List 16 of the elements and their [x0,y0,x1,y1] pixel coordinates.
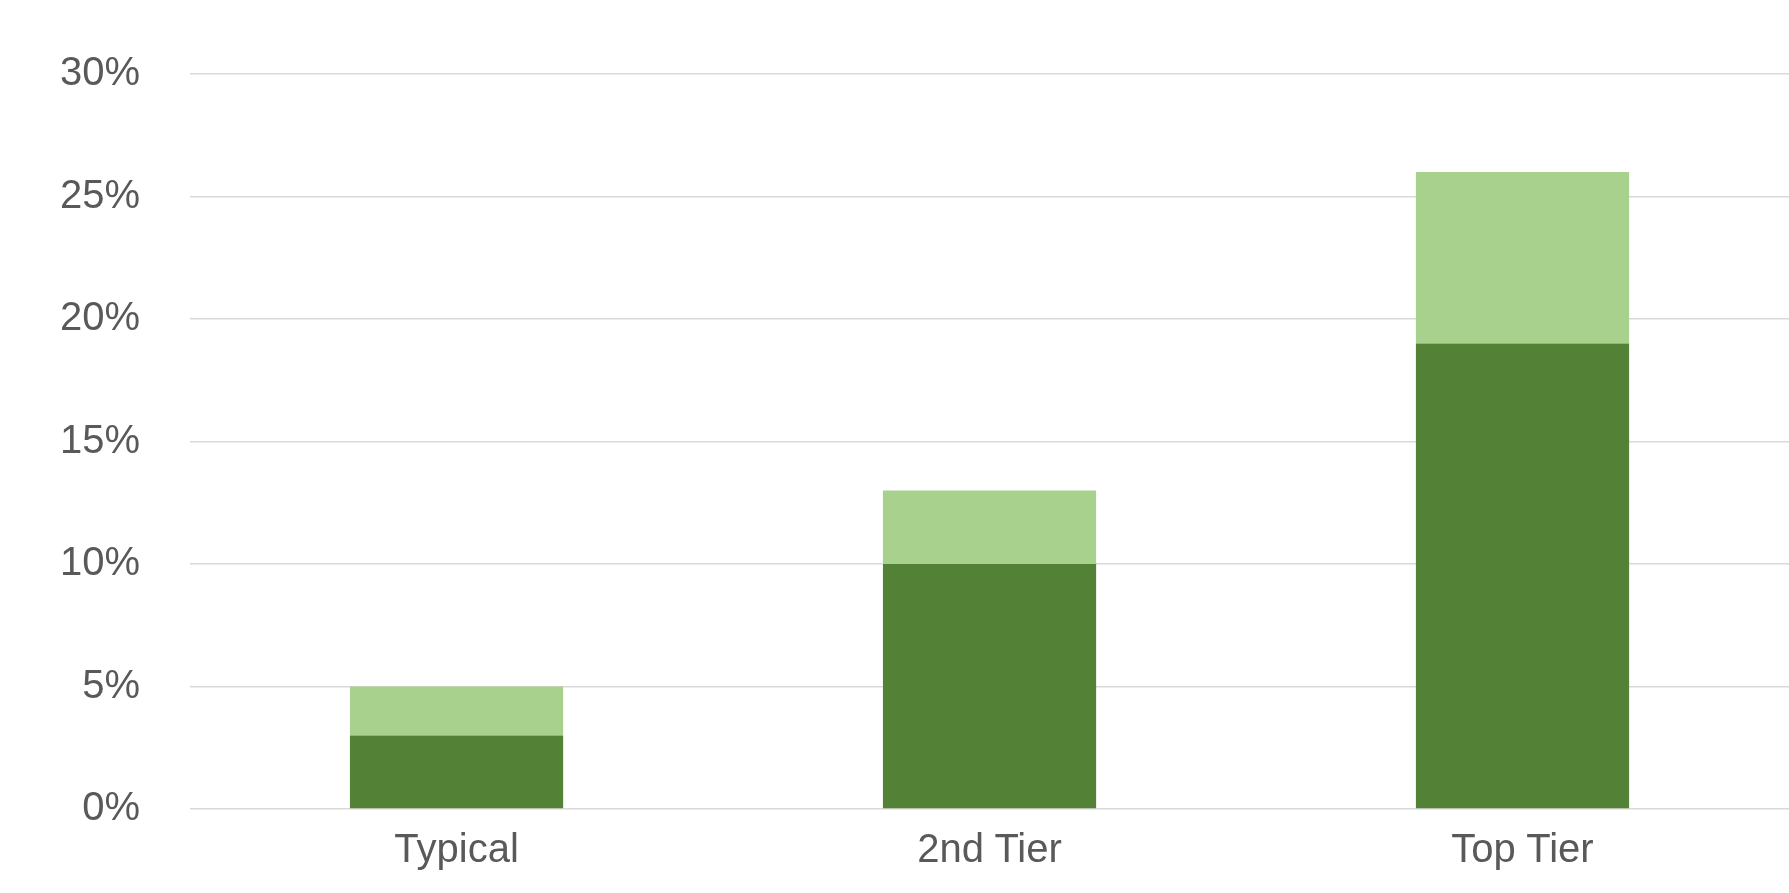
bar [1415,172,1630,344]
bar [1415,343,1630,809]
bar [349,686,564,736]
bar [882,564,1097,809]
y-tick-label: 20% [60,294,141,339]
y-tick-label: 25% [60,171,141,216]
y-tick-label: 5% [82,661,141,706]
y-tick-label: 15% [60,416,141,461]
y-tick-label: 0% [82,784,141,829]
x-tick-label: Top Tier [1451,826,1594,871]
x-tick-label: Typical [394,826,519,871]
y-tick-label: 10% [60,539,141,584]
bar [882,490,1097,564]
x-tick-label: 2nd Tier [917,826,1062,871]
y-tick-label: 30% [60,49,141,94]
bar [349,735,564,809]
